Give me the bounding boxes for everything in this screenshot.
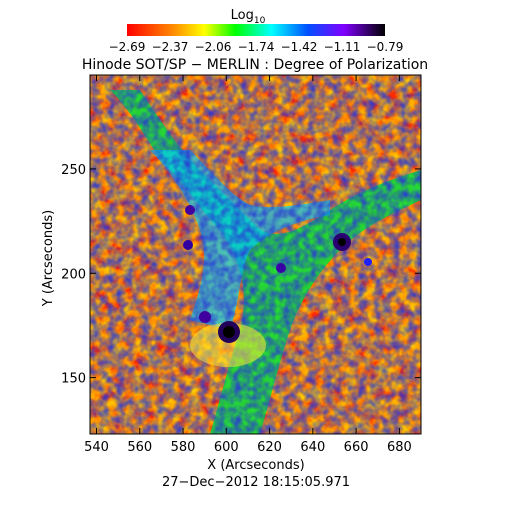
colorbar-tick-label: −1.42 xyxy=(281,40,318,54)
pore xyxy=(364,258,372,266)
x-tick-label: 580 xyxy=(171,440,196,455)
x-tick-label: 680 xyxy=(387,440,412,455)
colorbar-tick-label: −2.37 xyxy=(152,40,189,54)
dark-spot-right-core xyxy=(338,238,346,246)
plot-frame xyxy=(89,74,422,435)
colorbar-gradient xyxy=(127,24,385,36)
x-tick-label: 660 xyxy=(344,440,369,455)
pore xyxy=(185,205,195,215)
x-tick-label: 640 xyxy=(300,440,325,455)
colorbar-tick-label: −1.11 xyxy=(324,40,361,54)
x-tick-label: 600 xyxy=(214,440,239,455)
colorbar-tick-label: −2.69 xyxy=(109,40,146,54)
x-tick-label: 620 xyxy=(257,440,282,455)
y-tick-label: 250 xyxy=(61,163,86,178)
plot-title: Hinode SOT/SP − MERLIN : Degree of Polar… xyxy=(82,57,428,73)
colorbar-tick-label: −0.79 xyxy=(367,40,404,54)
pore xyxy=(183,240,193,250)
pore xyxy=(276,263,286,273)
y-axis: 150 200 250 xyxy=(61,163,421,387)
timestamp: 27−Dec−2012 18:15:05.971 xyxy=(162,475,350,490)
y-axis-label: Y (Arcseconds) xyxy=(41,210,56,307)
colorbar-title-subscript: 10 xyxy=(254,16,266,26)
x-tick-label: 560 xyxy=(127,440,152,455)
x-tick-label: 540 xyxy=(84,440,109,455)
dark-spot-main-core xyxy=(223,326,235,338)
colorbar-title: Log10 xyxy=(231,8,266,26)
y-tick-label: 150 xyxy=(61,372,86,387)
x-axis: 540 560 580 600 620 640 660 680 xyxy=(84,75,412,455)
x-axis-label: X (Arcseconds) xyxy=(207,458,304,473)
polarization-map xyxy=(90,75,421,434)
colorbar-tick-label: −1.74 xyxy=(238,40,275,54)
colorbar: Log10 −2.69 −2.37 −2.06 −1.74 −1.42 −1.11 −0.7… xyxy=(109,8,404,54)
colorbar-tick-label: −2.06 xyxy=(195,40,232,54)
yellow-halo xyxy=(190,323,266,367)
pore xyxy=(199,311,211,323)
colorbar-tick-labels: −2.69 −2.37 −2.06 −1.74 −1.42 −1.11 −0.79 xyxy=(109,40,404,54)
y-tick-label: 200 xyxy=(61,267,86,282)
